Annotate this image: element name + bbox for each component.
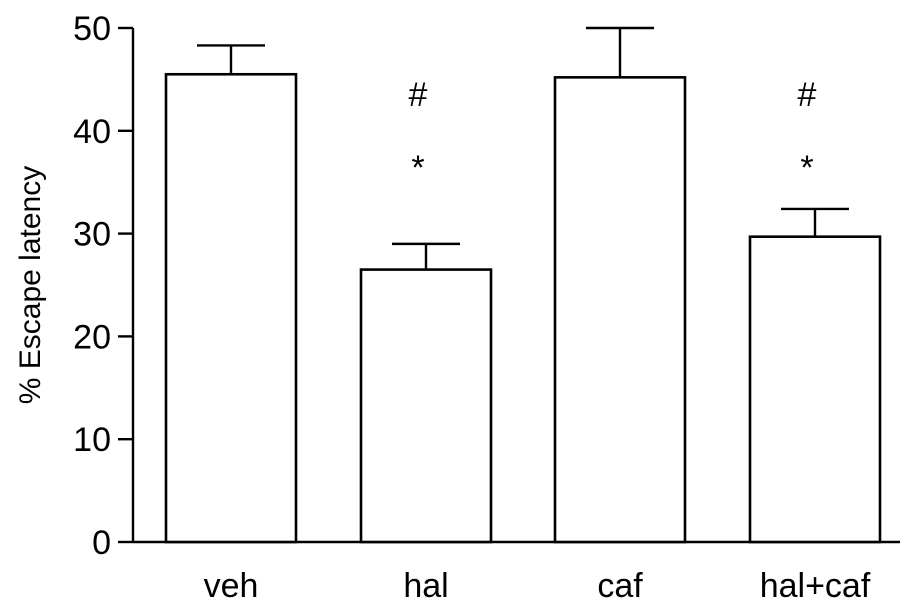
bar-caf — [553, 76, 687, 544]
labels: veh hal caf hal+caf # * # * — [204, 76, 871, 605]
bar-veh — [164, 72, 298, 544]
hash-significance-mark: # — [409, 76, 428, 114]
x-category-label: hal+caf — [760, 567, 871, 605]
bars — [164, 72, 882, 544]
y-tick-label: 20 — [73, 318, 111, 356]
y-tick-label: 40 — [73, 113, 111, 151]
error-bars — [197, 26, 849, 270]
x-category-label: veh — [204, 567, 259, 605]
y-axis-label: % Escape latency — [14, 166, 47, 404]
y-tick-label: 50 — [73, 10, 111, 48]
asterisk-significance-mark: * — [411, 149, 424, 187]
y-tick-label: 0 — [92, 524, 111, 562]
bar-hal — [359, 268, 493, 544]
x-category-label: caf — [597, 567, 643, 605]
x-category-label: hal — [403, 567, 448, 605]
hash-significance-mark: # — [798, 76, 817, 114]
asterisk-significance-mark: * — [800, 149, 813, 187]
bar-hal-plus-caf — [748, 235, 882, 544]
y-tick-label: 10 — [73, 421, 111, 459]
y-tick-label: 30 — [73, 216, 111, 254]
